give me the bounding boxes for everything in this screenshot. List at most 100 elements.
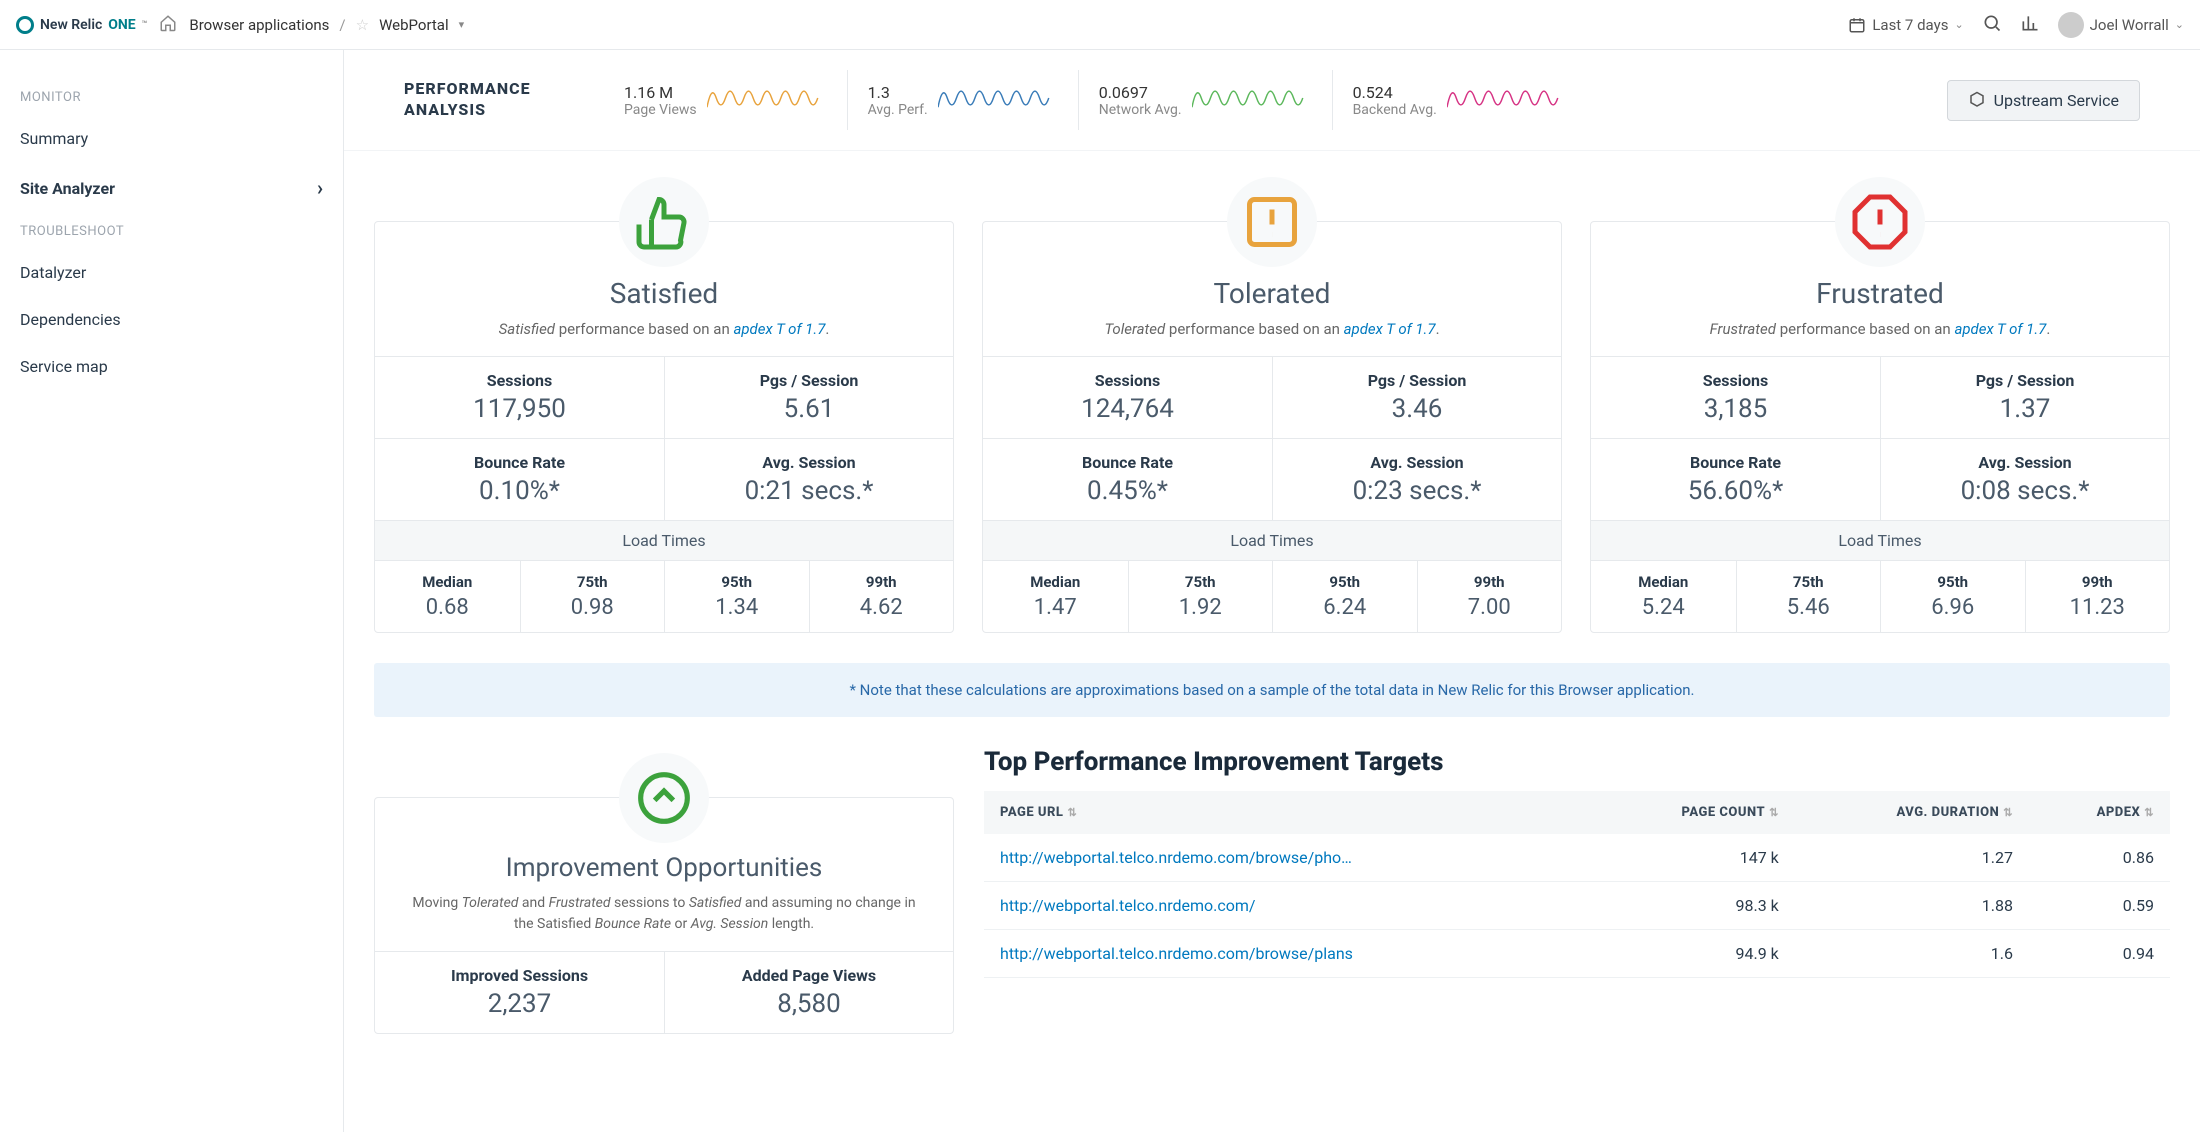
load-p95: 95th6.96 xyxy=(1880,560,2025,632)
card-subtitle: Tolerated performance based on an apdex … xyxy=(1001,320,1543,338)
bounce-rate-cell: Bounce Rate0.45%* xyxy=(983,438,1272,520)
breadcrumb-current[interactable]: WebPortal xyxy=(379,16,449,34)
table-row: http://webportal.telco.nrdemo.com/browse… xyxy=(984,834,2170,882)
improve-up-icon xyxy=(619,753,709,843)
improved-sessions-label: Improved Sessions xyxy=(385,966,654,985)
satisfied-icon xyxy=(619,177,709,267)
sidebar-item-label: Summary xyxy=(20,129,88,148)
targets-section: Top Performance Improvement Targets PAGE… xyxy=(984,747,2170,1034)
brand-one: ONE xyxy=(108,17,135,33)
sidebar-item-label: Service map xyxy=(20,357,108,376)
sparkline-chart-icon xyxy=(707,78,827,122)
chevron-down-icon: ⌄ xyxy=(1954,18,1963,31)
col-duration[interactable]: AVG. DURATION⇅ xyxy=(1795,791,2029,834)
sidebar-item-datalyzer[interactable]: Datalyzer xyxy=(0,249,343,296)
brand-tm: ™ xyxy=(142,20,148,30)
card-title: Frustrated xyxy=(1591,277,2169,310)
table-row: http://webportal.telco.nrdemo.com/browse… xyxy=(984,930,2170,978)
improve-title: Improvement Opportunities xyxy=(375,853,953,883)
cell-apdex: 0.94 xyxy=(2029,930,2170,978)
load-p75: 75th5.46 xyxy=(1736,560,1881,632)
breadcrumb-chevron-icon[interactable]: ▾ xyxy=(459,18,465,31)
search-icon[interactable] xyxy=(1982,13,2002,37)
sidebar-heading: TROUBLESHOOT xyxy=(0,214,343,249)
breadcrumb-sep: / xyxy=(339,16,345,34)
apdex-link[interactable]: apdex T of 1.7 xyxy=(1344,320,1436,338)
cell-duration: 1.88 xyxy=(1795,882,2029,930)
breadcrumb-root[interactable]: Browser applications xyxy=(189,16,329,34)
favorite-star-icon[interactable]: ☆ xyxy=(356,16,369,34)
chart-icon[interactable] xyxy=(2020,13,2040,37)
pgs-session-cell: Pgs / Session1.37 xyxy=(1880,356,2169,438)
time-range-picker[interactable]: Last 7 days ⌄ xyxy=(1848,16,1963,34)
cell-apdex: 0.59 xyxy=(2029,882,2170,930)
page-url-link[interactable]: http://webportal.telco.nrdemo.com/browse… xyxy=(1000,944,1353,963)
sidebar-item-dependencies[interactable]: Dependencies xyxy=(0,296,343,343)
chevron-right-icon: › xyxy=(317,176,323,200)
col-apdex[interactable]: APDEX⇅ xyxy=(2029,791,2170,834)
cell-url: http://webportal.telco.nrdemo.com/browse… xyxy=(984,930,1591,978)
brand-logo[interactable]: New Relic ONE ™ xyxy=(16,16,147,34)
load-median: Median1.47 xyxy=(983,560,1128,632)
load-p75: 75th1.92 xyxy=(1128,560,1273,632)
spark-value: 1.3 xyxy=(868,83,928,102)
sort-icon: ⇅ xyxy=(2144,806,2154,819)
spark-value: 1.16 M xyxy=(624,83,697,102)
load-p99: 99th11.23 xyxy=(2025,560,2170,632)
note-banner: * Note that these calculations are appro… xyxy=(374,663,2170,717)
cell-url: http://webportal.telco.nrdemo.com/browse… xyxy=(984,834,1591,882)
col-count[interactable]: PAGE COUNT⇅ xyxy=(1591,791,1795,834)
performance-analysis-title: PERFORMANCE ANALYSIS xyxy=(404,79,584,121)
sort-icon: ⇅ xyxy=(1769,806,1779,819)
sidebar: MONITORSummarySite Analyzer›TROUBLESHOOT… xyxy=(0,50,344,1132)
logo-mark-icon xyxy=(16,16,34,34)
card-frustrated: Frustrated Frustrated performance based … xyxy=(1590,221,2170,633)
sidebar-item-summary[interactable]: Summary xyxy=(0,115,343,162)
calendar-icon xyxy=(1848,16,1866,34)
sidebar-item-service-map[interactable]: Service map xyxy=(0,343,343,390)
upstream-service-button[interactable]: Upstream Service xyxy=(1947,80,2140,121)
sort-icon: ⇅ xyxy=(2003,806,2013,819)
card-title: Tolerated xyxy=(983,277,1561,310)
spark-label: Network Avg. xyxy=(1099,102,1182,118)
tolerated-icon xyxy=(1227,177,1317,267)
sparkline-3: 0.524Backend Avg. xyxy=(1353,78,1567,122)
sidebar-item-site-analyzer[interactable]: Site Analyzer› xyxy=(0,162,343,214)
col-url[interactable]: PAGE URL⇅ xyxy=(984,791,1591,834)
topbar-right: Last 7 days ⌄ Joel Worrall ⌄ xyxy=(1848,12,2184,38)
cell-count: 94.9 k xyxy=(1591,930,1795,978)
sidebar-item-label: Datalyzer xyxy=(20,263,86,282)
user-menu[interactable]: Joel Worrall ⌄ xyxy=(2058,12,2184,38)
brand-name: New Relic xyxy=(40,17,102,33)
spark-text: 0.0697Network Avg. xyxy=(1099,83,1182,118)
cell-duration: 1.27 xyxy=(1795,834,2029,882)
apdex-link[interactable]: apdex T of 1.7 xyxy=(1954,320,2046,338)
apdex-link[interactable]: apdex T of 1.7 xyxy=(733,320,825,338)
load-p95: 95th1.34 xyxy=(664,560,809,632)
bounce-rate-cell: Bounce Rate56.60%* xyxy=(1591,438,1880,520)
card-tolerated: Tolerated Tolerated performance based on… xyxy=(982,221,1562,633)
spark-label: Page Views xyxy=(624,102,697,118)
divider xyxy=(847,70,848,130)
page-url-link[interactable]: http://webportal.telco.nrdemo.com/ xyxy=(1000,896,1256,915)
time-range-label: Last 7 days xyxy=(1872,16,1948,34)
chevron-down-icon: ⌄ xyxy=(2175,18,2184,31)
added-pageviews-cell: Added Page Views 8,580 xyxy=(664,951,953,1033)
targets-title: Top Performance Improvement Targets xyxy=(984,747,2170,777)
page-url-link[interactable]: http://webportal.telco.nrdemo.com/browse… xyxy=(1000,848,1352,867)
cell-count: 147 k xyxy=(1591,834,1795,882)
sparkline-chart-icon xyxy=(938,78,1058,122)
cell-url: http://webportal.telco.nrdemo.com/ xyxy=(984,882,1591,930)
bounce-rate-cell: Bounce Rate0.10%* xyxy=(375,438,664,520)
load-times-header: Load Times xyxy=(375,520,953,560)
sparkline-2: 0.0697Network Avg. xyxy=(1099,78,1312,122)
improvement-card: Improvement Opportunities Moving Tolerat… xyxy=(374,797,954,1034)
cell-duration: 1.6 xyxy=(1795,930,2029,978)
pa-title-2: ANALYSIS xyxy=(404,100,584,121)
spark-value: 0.0697 xyxy=(1099,83,1182,102)
load-p99: 99th7.00 xyxy=(1417,560,1562,632)
spark-text: 0.524Backend Avg. xyxy=(1353,83,1437,118)
card-subtitle: Satisfied performance based on an apdex … xyxy=(393,320,935,338)
user-name: Joel Worrall xyxy=(2090,16,2169,34)
home-icon[interactable] xyxy=(159,14,177,36)
